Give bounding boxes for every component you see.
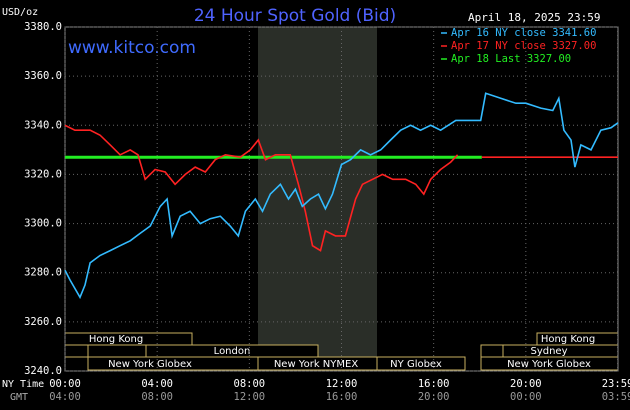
gmt-tick-label: 03:59 <box>602 391 630 403</box>
session-label: NY Globex <box>390 359 442 370</box>
x-tick-label: 04:00 <box>141 378 173 390</box>
y-tick-label: 3320.0 <box>24 168 62 180</box>
y-tick-label: 3360.0 <box>24 70 62 82</box>
legend-label: Apr 16 NY close 3341.60 <box>451 27 596 39</box>
gmt-tick-label: 16:00 <box>326 391 358 403</box>
legend-label: Apr 17 NY close 3327.00 <box>451 40 596 52</box>
x2-axis-label: GMT <box>10 392 28 403</box>
session-label: London <box>214 346 251 357</box>
session-label: Hong Kong <box>541 334 595 345</box>
x-axis-label: NY Time <box>2 379 44 390</box>
site-label: www.kitco.com <box>68 38 196 58</box>
session-label: Sydney <box>530 346 567 357</box>
x-tick-label: 16:00 <box>418 378 450 390</box>
session-label: New York Globex <box>507 359 591 370</box>
series-line <box>64 124 618 252</box>
y-tick-label: 3340.0 <box>24 119 62 131</box>
session-label: Hong Kong <box>89 334 143 345</box>
nymex-shade <box>258 27 377 371</box>
y-tick-label: 3240.0 <box>24 365 62 377</box>
x-tick-label: 12:00 <box>326 378 358 390</box>
y-tick-label: 3280.0 <box>24 267 62 279</box>
y-axis-label: USD/oz <box>2 7 38 18</box>
session-box <box>480 344 504 358</box>
session-label: New York Globex <box>108 359 192 370</box>
gmt-tick-label: 12:00 <box>234 391 266 403</box>
x-tick-label: 08:00 <box>234 378 266 390</box>
sessions: Hong Kong London New York Globex New Yor… <box>64 332 619 371</box>
chart-title: 24 Hour Spot Gold (Bid) <box>194 6 396 26</box>
y-tick-label: 3260.0 <box>24 316 62 328</box>
session-label: New York NYMEX <box>274 359 359 370</box>
x-tick-label: 23:59 <box>602 378 630 390</box>
x-tick-label: 00:00 <box>49 378 81 390</box>
y-tick-label: 3380.0 <box>24 21 62 33</box>
y-tick-label: 3300.0 <box>24 218 62 230</box>
legend-label: Apr 18 Last 3327.00 <box>451 53 571 65</box>
session-box <box>64 344 89 358</box>
gmt-tick-label: 08:00 <box>141 391 173 403</box>
session-box <box>376 356 466 371</box>
gmt-tick-label: 00:00 <box>510 391 542 403</box>
timestamp: April 18, 2025 23:59 <box>468 11 600 24</box>
gmt-tick-label: 20:00 <box>418 391 450 403</box>
series-line <box>64 92 619 300</box>
x-tick-label: 20:00 <box>510 378 542 390</box>
gmt-tick-label: 04:00 <box>49 391 81 403</box>
